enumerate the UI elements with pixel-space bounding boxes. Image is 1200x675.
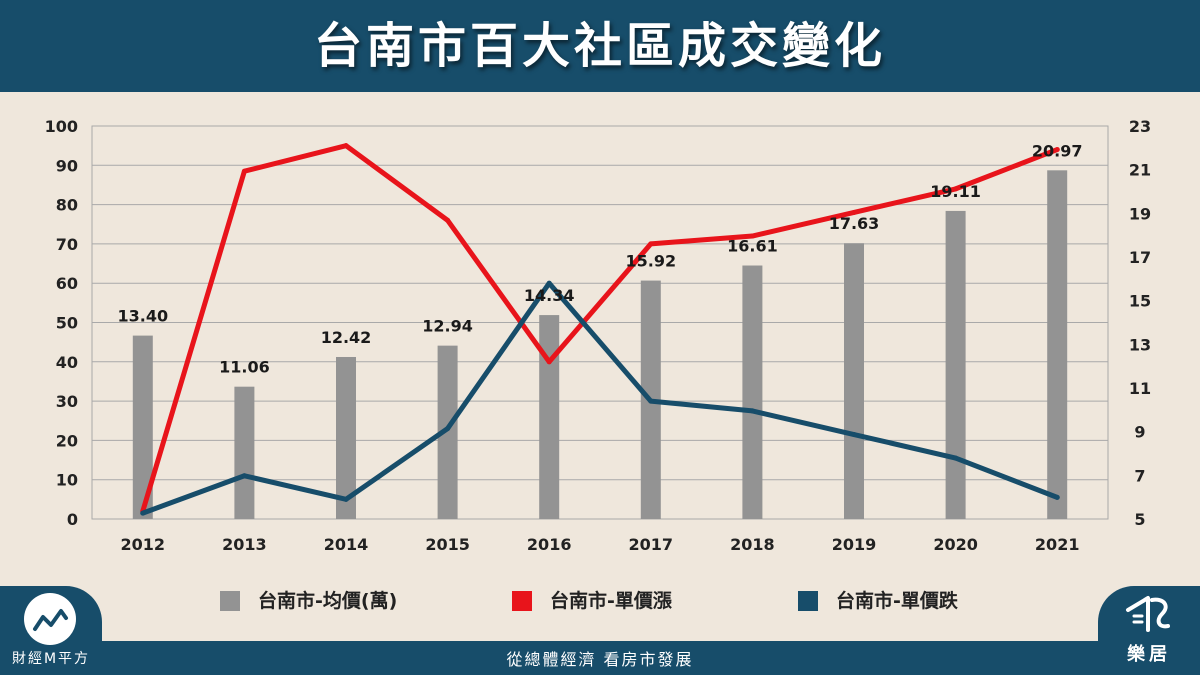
point-rise: [851, 209, 857, 215]
point-fall: [851, 432, 857, 438]
data-label: 17.63: [829, 214, 880, 233]
data-label: 16.61: [727, 237, 778, 256]
legend-label-rise: 台南市-單價漲: [550, 590, 672, 612]
point-fall: [648, 398, 654, 404]
legend-label-bars: 台南市-均價(萬): [258, 590, 398, 612]
bar: [1047, 170, 1068, 519]
x-tick-label: 2020: [933, 535, 978, 554]
x-tick-label: 2012: [121, 535, 166, 554]
bar: [539, 315, 560, 519]
brand-left-label: 財經M平方: [11, 651, 91, 667]
right-tick-label: 21: [1129, 161, 1151, 180]
left-tick-label: 10: [56, 471, 78, 490]
left-tick-label: 60: [56, 274, 78, 293]
point-fall: [241, 473, 247, 479]
left-tick-label: 20: [56, 431, 78, 450]
point-fall: [343, 496, 349, 502]
right-tick-label: 13: [1129, 335, 1151, 354]
point-rise: [648, 241, 654, 247]
bar: [945, 210, 966, 519]
bar: [132, 335, 153, 519]
bar: [437, 345, 458, 519]
x-tick-label: 2013: [222, 535, 267, 554]
header-bar: [0, 0, 1200, 92]
point-fall: [546, 280, 552, 286]
right-tick-label: 17: [1129, 248, 1151, 267]
left-tick-label: 70: [56, 235, 78, 254]
left-tick-label: 30: [56, 392, 78, 411]
x-tick-label: 2018: [730, 535, 775, 554]
right-tick-label: 23: [1129, 117, 1151, 136]
left-tick-label: 100: [45, 117, 78, 136]
point-fall: [445, 426, 451, 432]
point-rise: [1054, 147, 1060, 153]
legend-label-fall: 台南市-單價跌: [836, 590, 958, 612]
legend-swatch-gray: [220, 591, 240, 611]
data-label: 20.97: [1032, 141, 1083, 160]
point-rise: [749, 233, 755, 239]
right-tick-label: 7: [1134, 466, 1145, 485]
leju-logo-icon: [1120, 592, 1178, 638]
x-tick-label: 2017: [629, 535, 674, 554]
brand-right-label: 樂居: [1127, 644, 1171, 665]
x-tick-label: 2021: [1035, 535, 1080, 554]
chart: 13.40 11.06 12.42 12.94 14.34 15.92 16.61 17.63…: [45, 117, 1152, 554]
series-line-rise: [140, 143, 1060, 514]
right-tick-label: 11: [1129, 379, 1151, 398]
right-tick-label: 15: [1129, 292, 1151, 311]
data-label: 12.42: [321, 328, 372, 347]
x-tick-label: 2019: [832, 535, 877, 554]
bar: [234, 386, 255, 519]
data-label: 12.94: [422, 317, 473, 336]
point-fall: [140, 510, 146, 516]
x-tick-label: 2014: [324, 535, 369, 554]
legend-swatch-blue: [798, 591, 818, 611]
legend-swatch-red: [512, 591, 532, 611]
x-tick-label: 2015: [425, 535, 470, 554]
data-label: 14.34: [524, 286, 575, 305]
point-fall: [749, 408, 755, 414]
right-tick-label: 5: [1134, 510, 1145, 529]
data-label: 15.92: [625, 252, 676, 271]
point-fall: [1054, 494, 1060, 500]
plot-frame: [91, 125, 1109, 520]
point-rise: [445, 217, 451, 223]
footer-bar: [0, 641, 1200, 675]
legend: 台南市-均價(萬) 台南市-單價漲 台南市-單價跌: [0, 588, 1200, 614]
right-tick-label: 9: [1134, 423, 1145, 442]
point-rise: [241, 168, 247, 174]
footer-slogan: 從總體經濟 看房市發展: [506, 650, 694, 669]
page-title: 台南市百大社區成交變化: [313, 18, 886, 74]
data-label: 11.06: [219, 358, 270, 377]
point-rise: [953, 186, 959, 192]
left-tick-label: 80: [56, 196, 78, 215]
bar: [844, 243, 864, 519]
data-label: 13.40: [117, 307, 168, 326]
series-line-fall: [140, 280, 1060, 516]
left-tick-label: 40: [56, 353, 78, 372]
left-tick-label: 90: [56, 156, 78, 175]
left-tick-label: 0: [67, 510, 78, 529]
point-fall: [953, 455, 959, 461]
point-rise: [343, 143, 349, 149]
x-tick-label: 2016: [527, 535, 572, 554]
bar: [742, 265, 763, 519]
data-label: 19.11: [930, 182, 981, 201]
right-tick-label: 19: [1129, 204, 1151, 223]
left-tick-label: 50: [56, 314, 78, 333]
bar: [336, 356, 356, 519]
point-rise: [546, 359, 552, 365]
trend-line-icon: [24, 593, 76, 645]
